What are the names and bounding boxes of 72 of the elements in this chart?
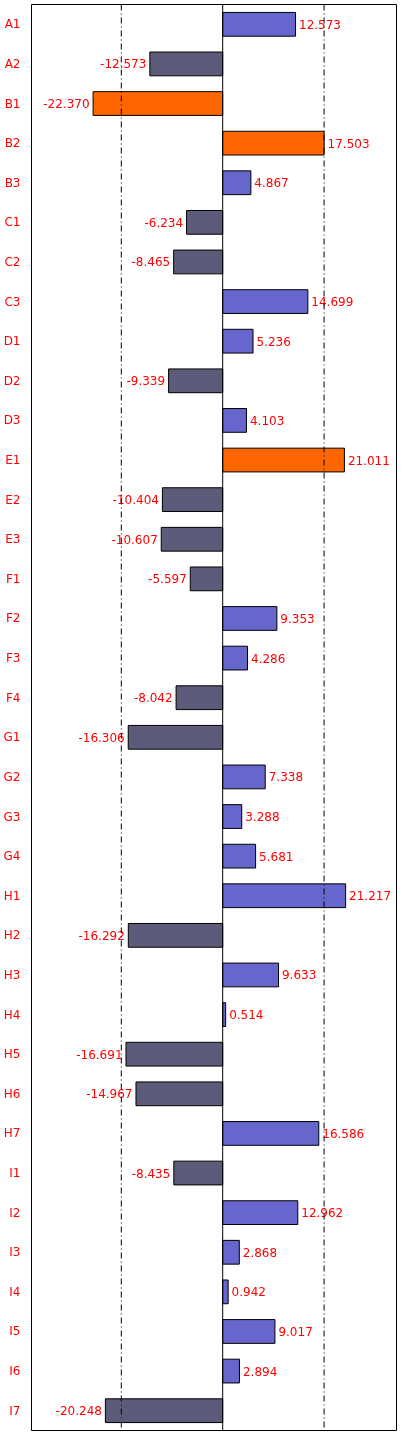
data-label: 12.962: [301, 1206, 344, 1221]
data-label: -16.691: [76, 1047, 123, 1062]
data-label: -10.404: [112, 493, 159, 508]
y-tick-label: G2: [3, 769, 21, 784]
y-tick-label: B3: [4, 175, 21, 190]
y-tick-label: F1: [5, 571, 21, 586]
data-label: -20.248: [55, 1404, 102, 1419]
data-label: 2.894: [242, 1364, 278, 1379]
data-label: 4.286: [251, 651, 286, 666]
y-tick-label: A1: [4, 17, 21, 32]
y-tick-label: C1: [4, 215, 21, 230]
data-label: -22.370: [43, 97, 90, 112]
y-tick-label: H6: [3, 1086, 21, 1101]
data-label: 3.288: [245, 810, 280, 825]
y-tick-label: B2: [4, 136, 21, 151]
y-tick-label: B1: [4, 96, 21, 111]
y-tick-label: H1: [3, 888, 21, 903]
y-tick-label: E2: [5, 492, 21, 507]
y-tick-label: F3: [5, 651, 21, 666]
data-label: -16.292: [78, 928, 125, 943]
y-tick-label: D1: [3, 334, 21, 349]
data-label: -5.597: [148, 572, 187, 587]
y-tick-label: H3: [3, 967, 21, 982]
data-label: 12.573: [299, 17, 342, 32]
y-tick-label: G4: [3, 849, 21, 864]
data-label: 21.217: [349, 889, 392, 904]
data-label: -8.465: [131, 255, 171, 270]
data-label: 5.236: [256, 334, 291, 349]
data-label: 9.017: [278, 1324, 313, 1339]
y-tick-label: I2: [9, 1205, 21, 1220]
data-label: -10.607: [111, 532, 158, 547]
y-tick-label: G3: [3, 809, 21, 824]
data-label: 5.681: [259, 849, 294, 864]
y-tick-label: H4: [3, 1007, 21, 1022]
y-tick-label: I6: [9, 1364, 21, 1379]
data-label: 2.868: [242, 1245, 278, 1260]
y-tick-label: H7: [3, 1126, 21, 1141]
y-tick-label: D2: [3, 373, 21, 388]
data-label: 9.633: [281, 968, 317, 983]
y-tick-label: D3: [3, 413, 21, 428]
y-tick-label: H5: [3, 1047, 21, 1062]
data-label: -9.339: [126, 374, 166, 389]
data-label: 0.942: [231, 1285, 266, 1300]
data-label: 9.353: [280, 611, 315, 626]
data-label: 4.867: [254, 176, 289, 191]
data-label: 17.503: [327, 136, 370, 151]
y-tick-label: E1: [5, 453, 21, 468]
y-tick-label: E3: [5, 532, 21, 547]
data-label: 16.586: [322, 1126, 365, 1141]
y-tick-label: C2: [4, 254, 21, 269]
y-tick-label: I3: [9, 1245, 21, 1260]
data-label: 14.699: [311, 295, 354, 310]
y-tick-label: F4: [5, 690, 21, 705]
data-label: 7.338: [268, 770, 304, 785]
data-label: -8.435: [131, 1166, 171, 1181]
y-tick-label: I1: [9, 1166, 21, 1181]
data-label: -8.042: [133, 691, 173, 706]
data-label: -14.967: [86, 1087, 133, 1102]
data-label: 21.011: [347, 453, 390, 468]
y-tick-label: C3: [4, 294, 21, 309]
y-tick-label: I4: [9, 1284, 21, 1299]
data-label: -16.306: [78, 730, 125, 745]
data-label: -6.234: [144, 215, 184, 230]
y-tick-label: I5: [9, 1324, 21, 1339]
data-label: -12.573: [100, 57, 147, 72]
y-tick-label: H2: [3, 928, 21, 943]
y-tick-label: A2: [4, 56, 21, 71]
y-tick-label: G1: [3, 730, 21, 745]
y-tick-label: I7: [9, 1403, 21, 1418]
data-label: 0.514: [229, 1008, 264, 1023]
data-label: 4.103: [249, 413, 285, 428]
y-tick-label: F2: [5, 611, 21, 626]
